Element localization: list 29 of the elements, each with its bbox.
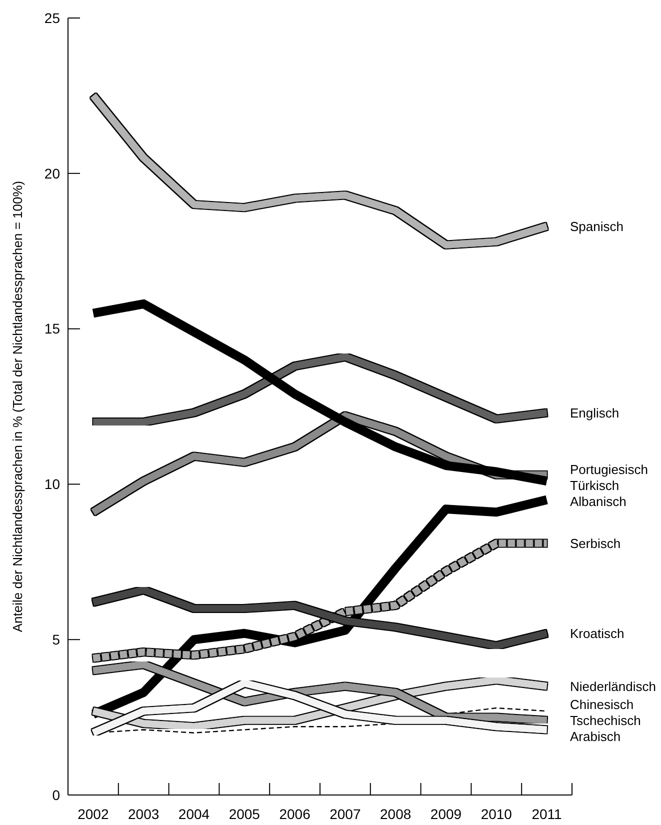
series-label: Albanisch: [570, 494, 626, 509]
x-tick-label: 2006: [279, 806, 311, 822]
x-tick-label: 2004: [178, 806, 210, 822]
x-tick-label: 2007: [330, 806, 361, 822]
series-label: Portugiesisch: [570, 462, 648, 477]
series-label: Chinesisch: [570, 696, 634, 712]
x-tick-label: 2008: [380, 806, 412, 822]
series-label: Kroatisch: [570, 626, 624, 641]
x-tick-label: 2010: [480, 806, 512, 822]
y-tick-label: 10: [44, 476, 60, 492]
y-tick-label: 25: [44, 10, 60, 26]
line-series: [92, 707, 548, 734]
series-label: Niederländisch: [570, 678, 656, 694]
series-label: Spanisch: [570, 218, 624, 234]
x-tick-label: 2011: [532, 806, 562, 822]
series-label: Serbisch: [570, 536, 621, 551]
x-tick-label: 2005: [228, 806, 260, 822]
series-label: Arabisch: [570, 728, 621, 744]
series-label: Englisch: [570, 405, 620, 420]
x-tick-label: 2009: [430, 806, 462, 822]
x-tick-label: 2002: [78, 806, 109, 822]
y-axis-title: Anteile der Nichtlandessprachen in % (Total der Nichtlandessprachen = 100%): [10, 180, 25, 632]
y-tick-label: 5: [52, 632, 60, 648]
series-label: Tschechisch: [570, 712, 641, 728]
y-tick-label: 15: [44, 320, 60, 337]
x-tick-label: 2003: [128, 806, 160, 822]
y-tick-label: 20: [44, 165, 60, 182]
y-tick-label: 0: [52, 786, 60, 803]
series-label: Türkisch: [570, 478, 620, 493]
